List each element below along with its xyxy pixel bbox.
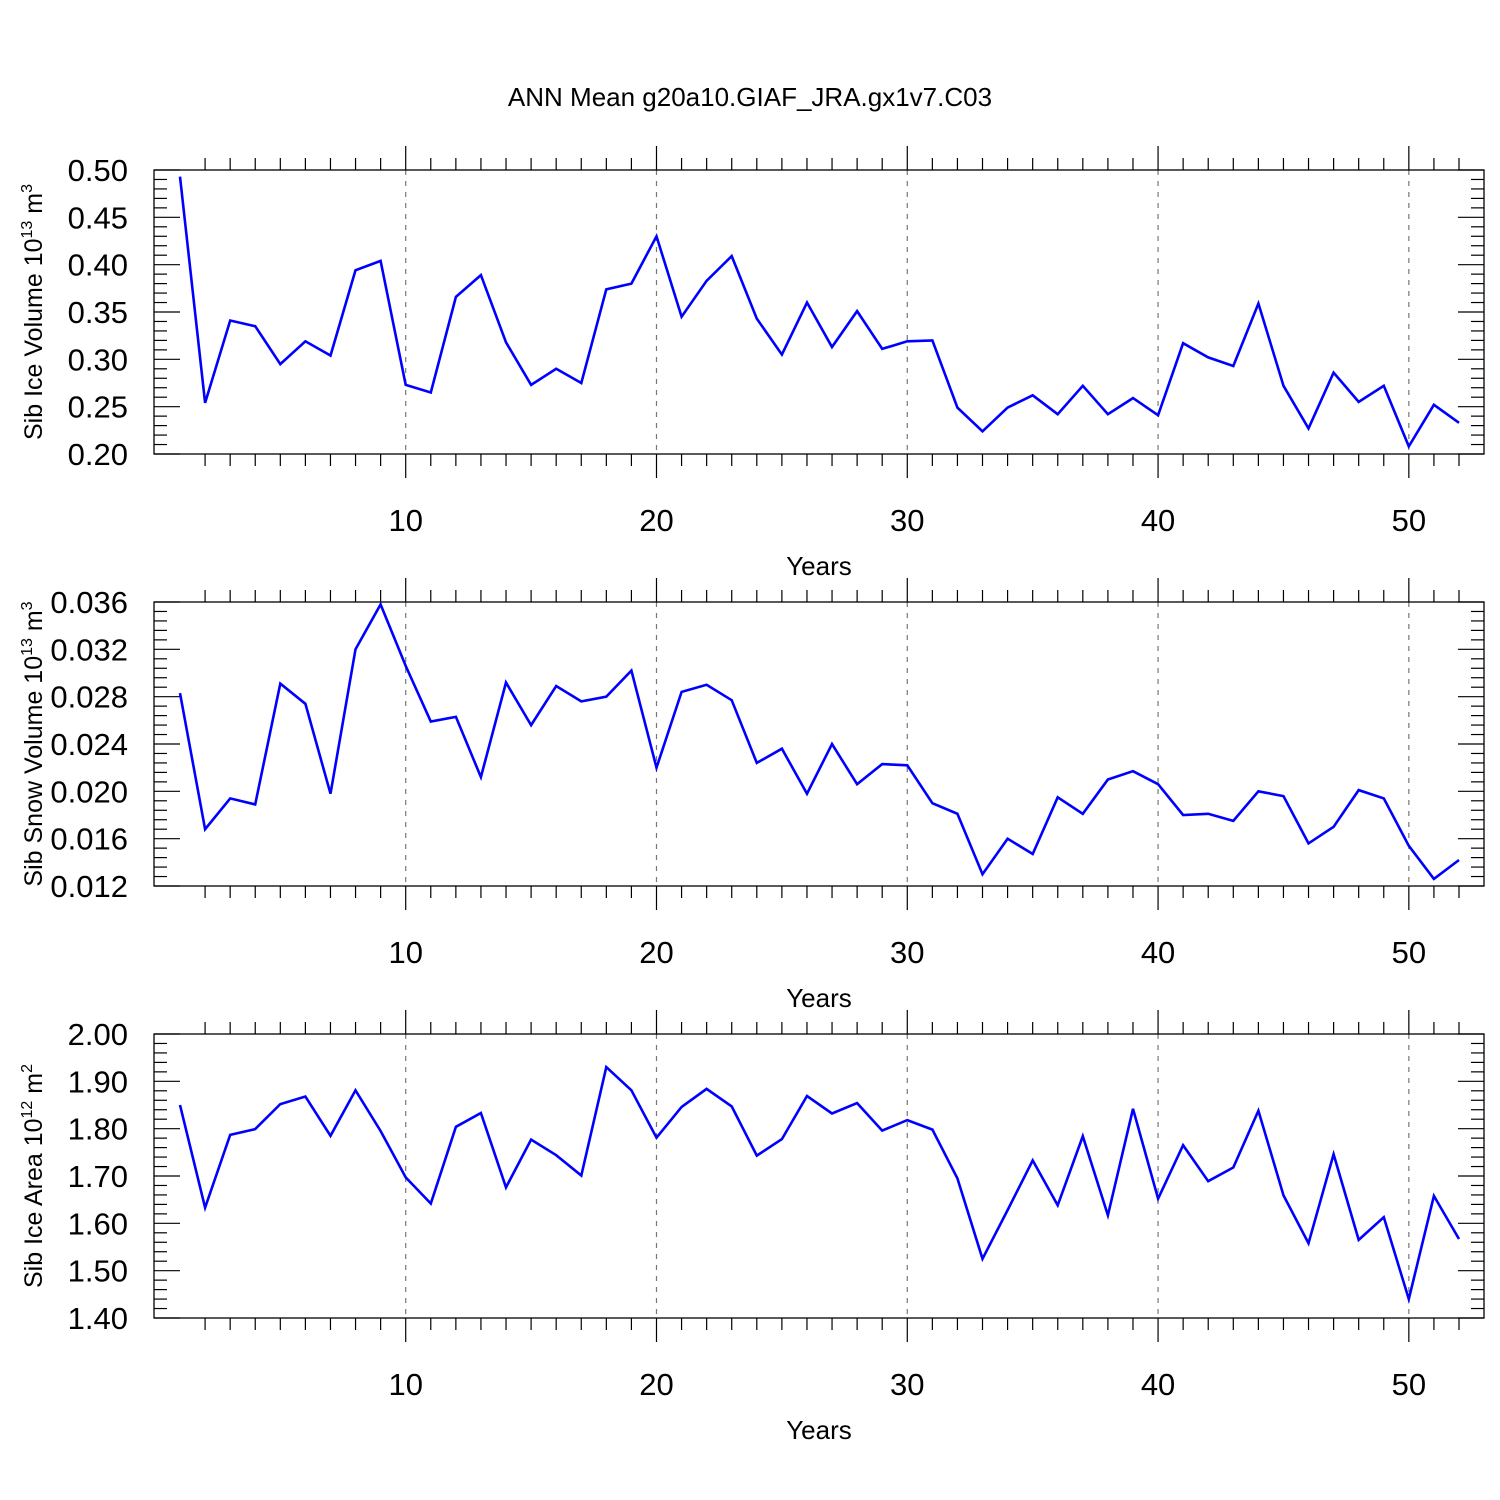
y-axis-label: Sib Ice Volume 1013 m3 [19,184,48,440]
data-series-line [178,601,1460,881]
x-tick-label: 40 [1141,503,1175,538]
x-tick-label: 50 [1392,1367,1426,1402]
x-axis-label: Years [786,1415,852,1445]
x-axis-label: Years [786,551,852,581]
x-tick-label: 40 [1141,1367,1175,1402]
y-tick-label: 0.50 [68,153,128,188]
y-axis-label: Sib Ice Area 1012 m2 [19,1064,48,1288]
x-tick-label: 40 [1141,935,1175,970]
y-axis-label-exponent: 13 [19,221,36,239]
y-axis-label-unit: m [20,193,48,221]
y-tick-label: 1.70 [68,1159,128,1194]
y-tick-label: 0.40 [68,248,128,283]
x-tick-label: 10 [388,935,422,970]
y-tick-label: 0.016 [50,822,128,857]
y-axis-label-unit-exponent: 3 [19,184,36,193]
y-axis-label-exponent: 12 [19,1101,36,1119]
y-axis-label: Sib Snow Volume 1013 m3 [19,601,48,886]
x-tick-label: 10 [388,503,422,538]
y-tick-label: 0.036 [50,585,128,620]
y-tick-label: 0.032 [50,632,128,667]
y-tick-label: 1.40 [68,1301,128,1336]
y-axis-label-unit-exponent: 2 [19,1064,36,1073]
y-axis-label-unit: m [20,610,48,638]
x-tick-label: 30 [890,935,924,970]
y-tick-label: 0.020 [50,774,128,809]
chart-panel-2: 10 20 30 40 50 Years 0.012 0.016 0.020 0.024 0.028… [19,578,1485,1013]
x-tick-label: 20 [639,503,673,538]
x-tick-label: 50 [1392,935,1426,970]
y-tick-label: 0.35 [68,295,128,330]
y-tick-label: 1.90 [68,1064,128,1099]
y-tick-label: 0.25 [68,390,128,425]
chart-panel-3: 10 20 30 40 50 Years 1.40 1.50 1.60 1.70 1.80 1.90 2… [19,1010,1485,1445]
data-series-line [178,176,1460,450]
y-tick-label: 2.00 [68,1017,128,1052]
y-tick-label: 1.50 [68,1254,128,1289]
y-tick-label: 0.45 [68,200,128,235]
y-axis-label-unit: m [20,1073,48,1101]
y-axis-label-text: Sib Ice Area 10 [20,1118,48,1288]
y-tick-label: 0.20 [68,437,128,472]
y-tick-label: 0.028 [50,680,128,715]
y-tick-label: 0.012 [50,869,128,904]
y-axis-label-exponent: 13 [19,638,36,656]
x-tick-label: 30 [890,1367,924,1402]
y-tick-label: 0.30 [68,342,128,377]
y-axis-label-text: Sib Snow Volume 10 [20,656,48,887]
data-series-line [178,1064,1461,1305]
figure-title: ANN Mean g20a10.GIAF_JRA.gx1v7.C03 [508,82,992,112]
x-tick-label: 30 [890,503,924,538]
x-axis-label: Years [786,983,852,1013]
panels: 10 20 30 40 50 Years 0.20 0.25 0.30 0.35 0.40 0.45 0… [19,146,1485,1445]
y-tick-label: 1.60 [68,1206,128,1241]
x-tick-label: 20 [639,935,673,970]
y-tick-label: 0.024 [50,727,128,762]
y-axis-label-text: Sib Ice Volume 10 [20,238,48,440]
chart-panel-1: 10 20 30 40 50 Years 0.20 0.25 0.30 0.35 0.40 0.45 0… [19,146,1485,581]
y-tick-label: 1.80 [68,1112,128,1147]
x-tick-label: 10 [388,1367,422,1402]
y-axis-label-unit-exponent: 3 [19,601,36,610]
x-tick-label: 20 [639,1367,673,1402]
x-tick-label: 50 [1392,503,1426,538]
